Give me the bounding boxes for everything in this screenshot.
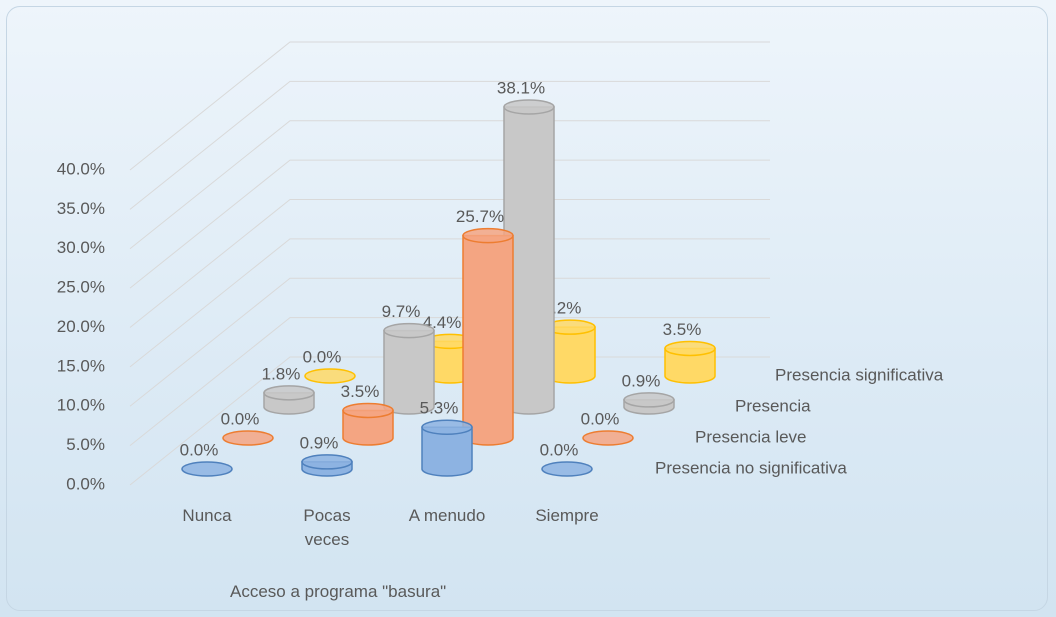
legend-label: Presencia no significativa: [655, 458, 847, 477]
data-label: 0.0%: [180, 440, 219, 459]
cylinder: [664, 340, 716, 384]
grid-line: [129, 356, 770, 486]
x-axis-title: Acceso a programa "basura": [230, 582, 447, 601]
cylinder-top: [582, 430, 634, 446]
data-label: 0.9%: [300, 433, 339, 452]
cylinder: [181, 461, 233, 477]
cylinder-top: [222, 430, 274, 446]
legend-label: Presencia significativa: [775, 365, 944, 384]
y-tick-label: 40.0%: [57, 159, 105, 178]
legend-label: Presencia: [735, 396, 811, 415]
cylinder: [342, 402, 394, 446]
cylinder-top: [462, 227, 514, 244]
y-tick-label: 20.0%: [57, 317, 105, 336]
grid-line: [129, 317, 770, 447]
cylinder-top: [181, 461, 233, 477]
data-label: 4.4%: [423, 313, 462, 332]
x-tick-label: A menudo: [408, 506, 486, 525]
data-label: 0.0%: [221, 409, 260, 428]
cylinder: [263, 385, 315, 415]
y-tick-label: 10.0%: [57, 396, 105, 415]
data-label: 0.0%: [303, 347, 342, 366]
cylinder-top: [383, 322, 435, 339]
cylinder-top: [263, 385, 315, 401]
cylinder-body: [664, 347, 716, 384]
cylinder-top: [421, 419, 473, 436]
cylinder-top: [664, 340, 716, 357]
grid-line: [129, 80, 770, 210]
cylinder: [623, 392, 675, 415]
cylinder-body: [462, 234, 514, 446]
cylinder-top: [304, 368, 356, 384]
legend-label: Presencia leve: [695, 427, 807, 446]
y-tick-label: 35.0%: [57, 199, 105, 218]
cylinder: [541, 461, 593, 477]
data-label: 0.9%: [622, 371, 661, 390]
cylinder-top: [503, 99, 555, 115]
cylinder: [304, 368, 356, 384]
cylinder: [222, 430, 274, 446]
data-label: 0.0%: [540, 440, 579, 459]
data-label: 25.7%: [456, 207, 504, 226]
grid-line: [129, 238, 770, 368]
cylinder-body: [342, 409, 394, 446]
data-label: 1.8%: [262, 364, 301, 383]
y-tick-label: 25.0%: [57, 278, 105, 297]
grid-line: [129, 199, 770, 328]
x-tick-label: Nunca: [182, 506, 232, 525]
grid-line: [129, 277, 770, 407]
grid-line: [129, 159, 770, 289]
cylinder: [582, 430, 634, 446]
cylinder-top: [301, 454, 353, 470]
cylinder-top: [541, 461, 593, 477]
cylinder: [421, 419, 473, 477]
data-label: 9.7%: [382, 302, 421, 321]
frame: [6, 6, 1048, 611]
data-label: 0.0%: [581, 409, 620, 428]
data-label: 3.5%: [341, 382, 380, 401]
cylinder-top: [342, 402, 394, 419]
x-tick-label: Pocas veces: [303, 506, 351, 549]
y-tick-label: 15.0%: [57, 356, 105, 375]
data-label: 38.1%: [497, 78, 545, 97]
y-tick-label: 5.0%: [66, 435, 105, 454]
data-label: 3.5%: [663, 320, 702, 339]
cylinder: [383, 322, 435, 415]
y-tick-label: 30.0%: [57, 238, 105, 257]
cylinder: [301, 454, 353, 477]
cylinder: [462, 227, 514, 446]
y-tick-label: 0.0%: [66, 474, 105, 493]
grid-line: [129, 41, 770, 171]
x-tick-label: Siempre: [535, 506, 599, 525]
grid-line: [129, 120, 770, 250]
data-label: 5.3%: [420, 399, 459, 418]
cylinder-top: [623, 392, 675, 408]
cylinder-body: [421, 426, 473, 477]
